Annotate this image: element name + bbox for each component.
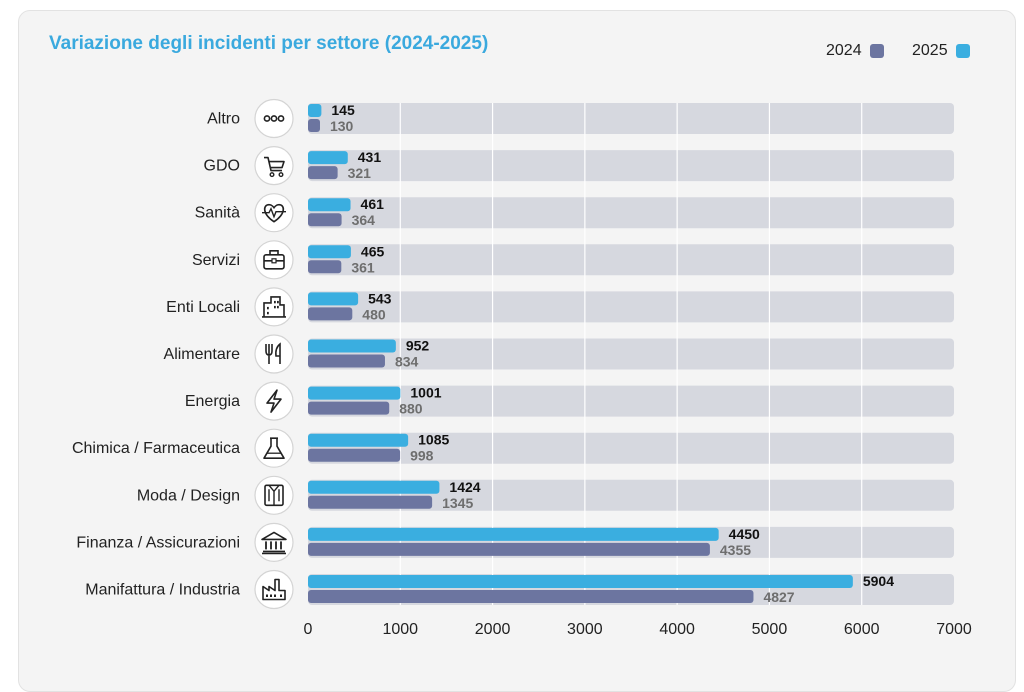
value-label-2024: 998 bbox=[410, 448, 434, 464]
more-dots-icon bbox=[254, 98, 294, 139]
x-tick-label: 1000 bbox=[382, 621, 418, 638]
bar-2024 bbox=[308, 401, 390, 415]
row-track bbox=[308, 291, 954, 323]
value-label-2024: 4827 bbox=[763, 589, 794, 605]
x-tick-label: 4000 bbox=[659, 621, 695, 638]
value-label-2024: 321 bbox=[348, 165, 372, 181]
bar-2025 bbox=[308, 386, 401, 400]
value-label-2024: 364 bbox=[352, 212, 376, 228]
bar-2024 bbox=[308, 166, 338, 180]
value-label-2024: 361 bbox=[351, 259, 375, 275]
row-track bbox=[308, 197, 954, 229]
value-label-2025: 543 bbox=[368, 290, 392, 306]
value-label-2025: 952 bbox=[406, 338, 430, 354]
legend-item-2024: 2024 bbox=[826, 42, 884, 60]
value-label-2025: 1085 bbox=[418, 432, 449, 448]
bar-2024 bbox=[308, 213, 342, 227]
value-label-2024: 480 bbox=[362, 306, 386, 322]
bar-2024 bbox=[308, 307, 353, 321]
bar-2025 bbox=[308, 292, 359, 306]
bar-2024 bbox=[308, 119, 320, 132]
category-label: Moda / Design bbox=[137, 487, 240, 504]
value-label-2025: 1001 bbox=[410, 385, 441, 401]
category-label: Sanità bbox=[195, 205, 240, 222]
row-track bbox=[308, 479, 954, 511]
bar-2024 bbox=[308, 542, 710, 556]
shirt-icon bbox=[254, 475, 294, 515]
bar-2025 bbox=[308, 339, 396, 353]
bar-2025 bbox=[308, 527, 719, 541]
category-label: Manifattura / Industria bbox=[85, 582, 240, 599]
x-tick-label: 3000 bbox=[567, 621, 603, 638]
bar-2025 bbox=[308, 480, 440, 494]
category-label: Finanza / Assicurazioni bbox=[76, 534, 240, 551]
bar-2024 bbox=[308, 260, 342, 274]
x-tick-label: 6000 bbox=[844, 621, 880, 638]
x-tick-label: 7000 bbox=[936, 621, 972, 638]
bar-2025 bbox=[308, 433, 409, 447]
bank-icon bbox=[254, 522, 294, 563]
legend-label-2024: 2024 bbox=[826, 42, 862, 59]
row-track bbox=[308, 150, 954, 182]
fork-knife-icon bbox=[254, 334, 294, 374]
legend-label-2025: 2025 bbox=[912, 42, 948, 59]
bar-2025 bbox=[308, 575, 853, 588]
heart-pulse-icon bbox=[254, 193, 294, 233]
row-track bbox=[308, 244, 954, 276]
value-label-2024: 834 bbox=[395, 354, 419, 370]
category-label: Altro bbox=[207, 111, 240, 128]
legend-item-2025: 2025 bbox=[912, 42, 970, 60]
x-tick-label: 5000 bbox=[752, 621, 788, 638]
briefcase-icon bbox=[254, 240, 294, 280]
value-label-2025: 461 bbox=[361, 196, 385, 212]
row-track bbox=[308, 385, 954, 417]
value-label-2025: 5904 bbox=[863, 573, 894, 589]
x-tick-label: 2000 bbox=[475, 621, 511, 638]
shopping-cart-icon bbox=[254, 146, 294, 186]
x-tick-label: 0 bbox=[304, 621, 313, 638]
flask-icon bbox=[254, 428, 294, 468]
bar-2024 bbox=[308, 495, 433, 509]
bar-2025 bbox=[308, 104, 322, 117]
buildings-icon bbox=[254, 287, 294, 327]
bar-2024 bbox=[308, 354, 385, 368]
category-label: Enti Locali bbox=[166, 299, 240, 316]
category-label: Chimica / Farmaceutica bbox=[72, 440, 240, 457]
category-label: GDO bbox=[204, 158, 240, 175]
row-track bbox=[308, 338, 954, 370]
legend-swatch-2024 bbox=[869, 44, 884, 58]
value-label-2025: 1424 bbox=[449, 479, 480, 495]
category-label: Energia bbox=[185, 393, 240, 410]
category-label: Servizi bbox=[192, 252, 240, 269]
row-track bbox=[308, 103, 954, 134]
factory-icon bbox=[254, 569, 294, 610]
bar-2025 bbox=[308, 245, 351, 259]
legend-swatch-2025 bbox=[955, 44, 970, 58]
category-label: Alimentare bbox=[164, 346, 241, 363]
value-label-2025: 4450 bbox=[729, 526, 760, 542]
chart-title: Variazione degli incidenti per settore (… bbox=[49, 33, 489, 54]
row-track bbox=[308, 432, 954, 464]
value-label-2025: 145 bbox=[331, 102, 355, 118]
value-label-2024: 4355 bbox=[720, 542, 751, 558]
bar-2025 bbox=[308, 151, 348, 165]
bar-2024 bbox=[308, 590, 754, 603]
bar-2025 bbox=[308, 198, 351, 212]
value-label-2024: 880 bbox=[399, 401, 423, 417]
value-label-2024: 1345 bbox=[442, 495, 473, 511]
bar-2024 bbox=[308, 448, 401, 462]
lightning-icon bbox=[254, 381, 294, 421]
value-label-2025: 431 bbox=[358, 149, 382, 165]
value-label-2025: 465 bbox=[361, 243, 385, 259]
value-label-2024: 130 bbox=[330, 118, 354, 134]
